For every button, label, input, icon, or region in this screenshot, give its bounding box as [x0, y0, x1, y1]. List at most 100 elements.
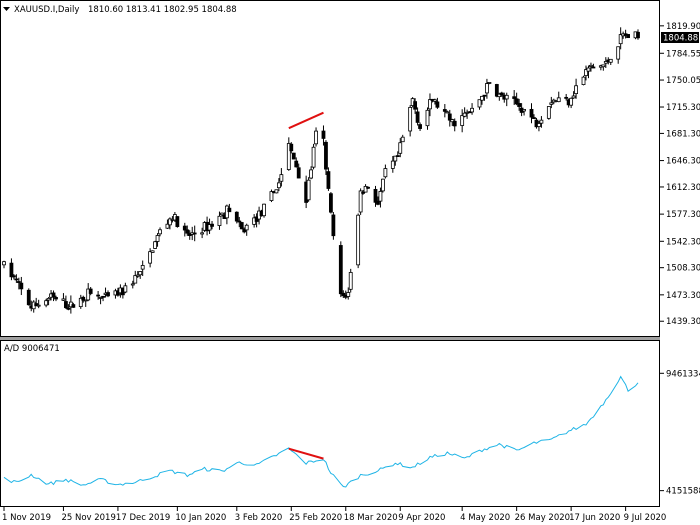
candle — [321, 125, 326, 146]
candle — [150, 250, 155, 253]
price-axis: 1819.90 1784.55 1750.05 1715.30 1681.30 1646.… — [660, 22, 700, 327]
candle — [549, 96, 554, 109]
candle — [51, 290, 56, 302]
candle — [83, 299, 88, 307]
price-tick-label: 1750.05 — [666, 76, 700, 86]
candle — [239, 221, 244, 230]
candle — [185, 225, 190, 236]
ad-indicator-series — [3, 375, 639, 488]
candle — [571, 91, 576, 99]
candle — [485, 78, 489, 99]
candle — [529, 103, 534, 124]
pane-separator[interactable] — [0, 337, 660, 341]
candle — [418, 122, 422, 131]
candle — [425, 107, 430, 130]
last-price-box — [661, 31, 699, 43]
candle — [26, 288, 31, 306]
ohlc-readout: 1810.60 1813.41 1802.95 1804.88 — [88, 5, 237, 15]
candle — [626, 34, 630, 39]
candle — [175, 216, 180, 228]
candle — [445, 110, 450, 114]
candle — [514, 92, 519, 106]
candle — [86, 283, 91, 302]
candle — [338, 241, 343, 298]
candle — [447, 109, 452, 127]
symbol-title: XAUUSD.I,Daily — [14, 5, 79, 15]
candle — [88, 286, 93, 296]
candle — [182, 222, 187, 237]
candle — [12, 274, 16, 280]
candle — [200, 227, 205, 239]
candle — [306, 177, 311, 202]
candle — [480, 95, 484, 105]
candle — [539, 116, 544, 128]
time-tick-label: 25 Nov 2019 — [61, 513, 115, 523]
candle — [148, 248, 153, 268]
candle — [460, 109, 465, 133]
ad-line — [3, 375, 639, 488]
candle — [98, 296, 103, 305]
candle — [618, 27, 623, 50]
candle — [36, 299, 41, 309]
candle — [210, 220, 214, 230]
candle — [556, 91, 561, 103]
time-tick-label: 9 Apr 2020 — [398, 513, 445, 523]
candle — [341, 290, 346, 298]
price-divergence-line[interactable] — [288, 111, 324, 130]
candle — [262, 203, 266, 218]
price-tick-label: 1715.30 — [666, 103, 700, 113]
candle — [586, 65, 591, 79]
candle — [591, 63, 596, 69]
candle — [237, 216, 242, 228]
candle — [499, 91, 504, 97]
candle — [289, 142, 294, 154]
candle — [224, 204, 229, 225]
time-tick-label: 25 Feb 2020 — [289, 513, 342, 523]
triangle-down-icon[interactable] — [3, 7, 10, 11]
candle — [274, 189, 279, 194]
candle — [16, 277, 21, 290]
candle — [581, 75, 586, 86]
candle — [390, 155, 395, 173]
candle — [601, 64, 606, 71]
candle — [135, 271, 140, 278]
candle — [326, 167, 331, 191]
price-tick-label: 1473.30 — [666, 291, 700, 301]
candle — [276, 178, 281, 192]
candle — [470, 103, 474, 115]
candle — [450, 118, 455, 126]
candle — [584, 65, 588, 81]
candle — [482, 94, 487, 101]
candle — [348, 268, 353, 293]
price-tick-label: 1439.30 — [666, 317, 700, 327]
candle — [428, 93, 432, 117]
candle — [517, 98, 522, 111]
candle — [46, 297, 51, 306]
candle — [19, 276, 24, 296]
candle — [413, 98, 418, 114]
candle — [66, 304, 71, 311]
candle — [217, 211, 222, 230]
time-tick-label: 26 May 2020 — [515, 513, 570, 523]
candle — [366, 186, 370, 189]
indicator-divergence-line[interactable] — [288, 447, 324, 460]
price-pane-frame — [0, 0, 660, 337]
price-tick-label: 1508.30 — [666, 264, 700, 274]
candle — [616, 46, 621, 64]
candle — [435, 97, 440, 109]
candle — [363, 184, 368, 193]
candlestick-series — [2, 27, 640, 314]
candle — [207, 218, 212, 234]
last-price-label: 1804.88 — [663, 33, 698, 43]
price-tick-label: 1646.30 — [666, 157, 700, 167]
candle — [361, 189, 366, 195]
divergence-lines — [288, 111, 324, 460]
candle — [346, 287, 351, 300]
candle — [400, 134, 405, 143]
candle — [244, 223, 249, 236]
candle — [153, 240, 157, 250]
candle — [462, 107, 467, 118]
candle — [512, 90, 517, 105]
